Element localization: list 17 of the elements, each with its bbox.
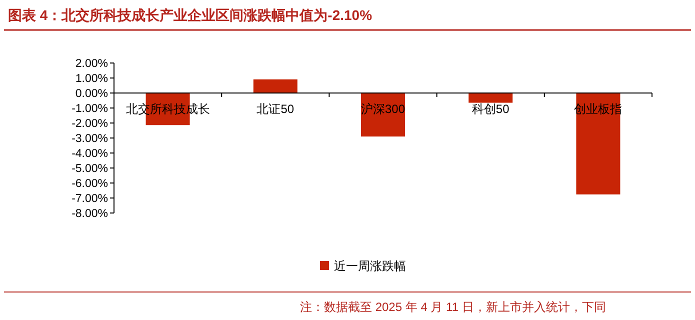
y-tick-label: 0.00% xyxy=(75,88,108,100)
y-tick-label: -8.00% xyxy=(72,208,108,220)
y-tick-label: -4.00% xyxy=(72,148,108,160)
chart-title: 图表 4：北交所科技成长产业企业区间涨跌幅中值为-2.10% xyxy=(8,7,373,23)
y-tick-label: -7.00% xyxy=(72,193,108,205)
y-tick-label: -1.00% xyxy=(72,103,108,115)
y-tick-label: -6.00% xyxy=(72,178,108,190)
legend-label: 近一周涨跌幅 xyxy=(334,259,406,273)
y-tick-label: -5.00% xyxy=(72,163,108,175)
y-tick-label: 1.00% xyxy=(75,73,108,85)
y-tick-label: 2.00% xyxy=(75,58,108,70)
y-tick-label: -2.00% xyxy=(72,118,108,130)
text: 注：数据截至 2025 年 4 月 11 日，新上市并入统计，下同 xyxy=(300,300,606,314)
x-tick-label: 科创50 xyxy=(472,102,510,116)
x-tick-label: 沪深300 xyxy=(360,102,406,116)
y-tick-label: -3.00% xyxy=(72,133,108,145)
x-tick-label: 北证50 xyxy=(256,102,294,116)
